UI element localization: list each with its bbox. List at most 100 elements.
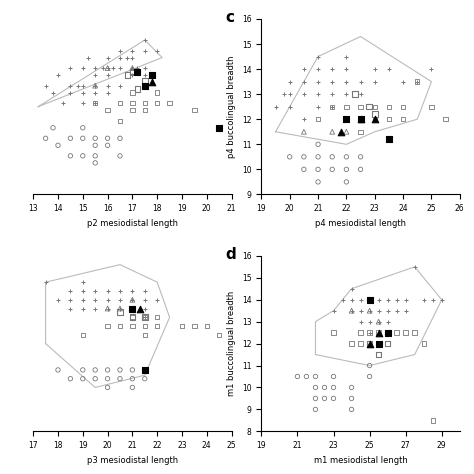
Point — [104, 135, 111, 142]
Point — [348, 395, 356, 402]
Point — [343, 116, 350, 123]
Point — [116, 305, 124, 312]
Point — [366, 362, 374, 369]
Point — [366, 340, 374, 347]
Point — [136, 305, 144, 312]
Point — [128, 100, 136, 107]
Point — [375, 340, 383, 347]
Point — [357, 116, 365, 123]
Point — [154, 89, 161, 96]
Point — [399, 103, 407, 110]
Point — [116, 366, 124, 374]
X-axis label: p3 mesiodistal length: p3 mesiodistal length — [87, 456, 178, 465]
Point — [104, 305, 111, 312]
Point — [375, 329, 383, 337]
Point — [128, 375, 136, 383]
Point — [385, 103, 392, 110]
Point — [128, 366, 136, 374]
Point — [328, 103, 336, 110]
Point — [91, 82, 99, 90]
Point — [343, 103, 350, 110]
Point — [116, 117, 124, 125]
Point — [314, 116, 322, 123]
Point — [116, 135, 124, 142]
Point — [442, 116, 449, 123]
Point — [314, 178, 322, 186]
Point — [79, 375, 87, 383]
Point — [357, 165, 365, 173]
Point — [375, 351, 383, 358]
Point — [128, 68, 136, 75]
Point — [91, 100, 99, 107]
Point — [328, 165, 336, 173]
Point — [104, 375, 111, 383]
Point — [371, 116, 379, 123]
Point — [402, 329, 410, 337]
Point — [104, 366, 111, 374]
Legend: + Adcrocuta, □ Chasmaporthetes, ○ Lycyaena, △ Lycyaenops, ■ H. graeca, ■ H. alme: + Adcrocuta, □ Chasmaporthetes, ○ Lycyae… — [375, 22, 447, 82]
Point — [141, 82, 148, 90]
Point — [385, 136, 392, 143]
Point — [343, 178, 350, 186]
X-axis label: m1 mesiodistal length: m1 mesiodistal length — [314, 456, 408, 465]
Point — [104, 64, 111, 72]
Point — [321, 383, 328, 391]
Point — [357, 103, 365, 110]
Point — [348, 340, 356, 347]
Point — [141, 331, 148, 338]
Point — [128, 305, 136, 312]
Point — [384, 340, 392, 347]
Point — [357, 340, 365, 347]
Point — [128, 89, 136, 96]
Point — [124, 71, 131, 79]
Point — [384, 329, 392, 337]
Point — [191, 107, 198, 114]
Point — [371, 103, 379, 110]
Point — [116, 308, 124, 316]
Point — [66, 375, 74, 383]
Y-axis label: m1 buccolingual breadth: m1 buccolingual breadth — [228, 291, 237, 396]
Point — [312, 373, 319, 380]
Point — [375, 329, 383, 337]
Point — [328, 128, 336, 136]
Y-axis label: p4 buccolingual breadth: p4 buccolingual breadth — [228, 55, 237, 158]
Point — [116, 100, 124, 107]
Point — [343, 116, 350, 123]
Point — [312, 406, 319, 413]
Point — [66, 152, 74, 160]
Point — [413, 78, 421, 85]
Point — [116, 375, 124, 383]
Point — [49, 124, 57, 132]
Point — [303, 373, 310, 380]
Point — [375, 340, 383, 347]
Point — [357, 116, 365, 123]
Point — [351, 91, 359, 98]
Point — [215, 331, 223, 338]
Point — [203, 322, 210, 330]
Point — [366, 307, 374, 314]
Point — [366, 340, 374, 347]
Point — [91, 142, 99, 149]
Point — [141, 322, 148, 330]
Point — [91, 375, 99, 383]
Point — [148, 78, 156, 86]
Point — [366, 296, 374, 303]
Point — [215, 124, 223, 132]
Point — [343, 128, 350, 136]
Point — [42, 135, 49, 142]
Point — [328, 153, 336, 161]
Point — [375, 351, 383, 358]
Point — [148, 71, 156, 79]
Point — [141, 77, 148, 84]
Point — [357, 128, 365, 136]
Point — [154, 313, 161, 321]
Point — [411, 329, 419, 337]
Point — [314, 165, 322, 173]
Point — [128, 322, 136, 330]
Point — [154, 100, 161, 107]
Point — [343, 153, 350, 161]
Point — [312, 383, 319, 391]
Point — [314, 153, 322, 161]
Point — [141, 313, 148, 321]
Point — [348, 406, 356, 413]
